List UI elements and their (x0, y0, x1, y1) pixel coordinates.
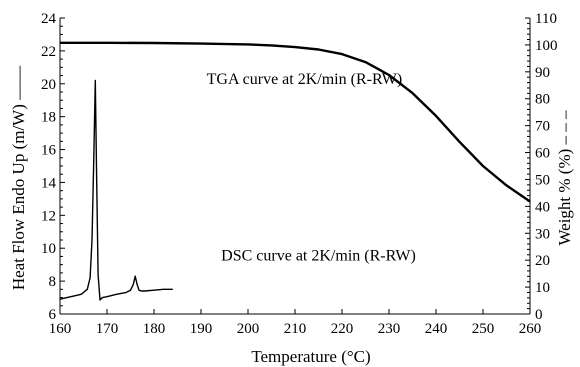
y-left-tick-label: 18 (41, 110, 56, 126)
x-tick-label: 230 (378, 321, 401, 337)
y-left-tick-label: 12 (41, 208, 56, 224)
y-left-tick-label: 8 (49, 274, 57, 290)
y-right-tick-label: 70 (535, 119, 550, 135)
y-left-tick-label: 6 (49, 307, 57, 323)
y-right-tick-label: 20 (535, 253, 550, 269)
x-tick-label: 260 (519, 321, 542, 337)
y-right-tick-label: 90 (535, 65, 550, 81)
x-tick-label: 200 (237, 321, 260, 337)
y-right-tick-label: 110 (535, 11, 557, 27)
x-tick-label: 210 (284, 321, 307, 337)
y-right-tick-label: 10 (535, 280, 550, 296)
x-axis-title: Temperature (°C) (251, 347, 370, 366)
y-right-tick-label: 60 (535, 146, 550, 162)
y-left-tick-label: 10 (41, 241, 56, 257)
y-left-tick-label: 16 (41, 143, 57, 159)
y-axis-right-title: Weight % (%) – – – (555, 110, 574, 246)
x-tick-label: 250 (472, 321, 495, 337)
series-group (59, 41, 531, 301)
x-tick-label: 190 (190, 321, 213, 337)
y-left-tick-label: 24 (41, 11, 57, 27)
x-tick-label: 220 (331, 321, 354, 337)
x-tick-label: 240 (425, 321, 448, 337)
y-axis-left-title: Heat Flow Endo Up (m/W) —— (9, 65, 28, 290)
y-right-tick-label: 40 (535, 199, 550, 215)
y-right-tick-label: 100 (535, 38, 558, 54)
dsc-curve (59, 79, 173, 301)
x-tick-label: 170 (96, 321, 119, 337)
tga-curve (60, 41, 531, 203)
dsc-annotation: DSC curve at 2K/min (R-RW) (221, 248, 416, 265)
y-left-tick-label: 20 (41, 77, 56, 93)
labels-group: Temperature (°C) Heat Flow Endo Up (m/W)… (9, 65, 574, 366)
y-left-tick-label: 14 (41, 175, 57, 191)
y-right-tick-label: 80 (535, 92, 550, 108)
y-right-tick-label: 30 (535, 226, 550, 242)
x-tick-label: 180 (143, 321, 166, 337)
y-right-tick-label: 50 (535, 172, 550, 188)
x-tick-label: 160 (49, 321, 72, 337)
y-left-tick-label: 22 (41, 44, 56, 60)
y-right-tick-label: 0 (535, 307, 543, 323)
tga-annotation: TGA curve at 2K/min (R-RW) (207, 71, 403, 88)
axes: 160 170 180 190 200 210 220 230 240 250 2606810121… (41, 11, 558, 337)
